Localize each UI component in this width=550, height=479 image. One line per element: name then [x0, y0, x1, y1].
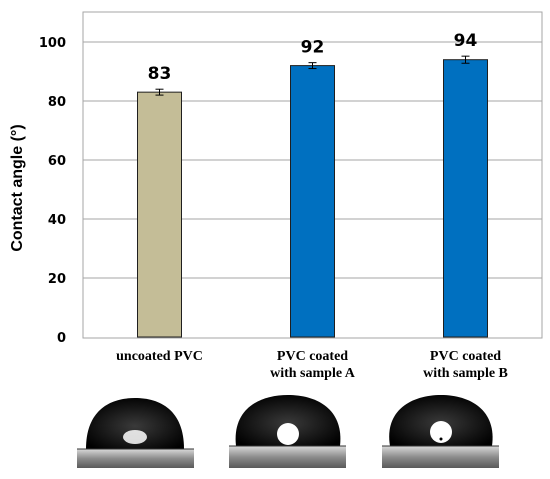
- bars: [137, 59, 488, 338]
- data-label: 83: [148, 64, 172, 84]
- x-category-label: uncoated PVC: [116, 349, 203, 364]
- error-bars: [155, 55, 470, 96]
- plot-area: 83 92 94: [82, 11, 543, 339]
- x-category-label: PVC coated: [430, 349, 501, 364]
- y-axis-label: Contact angle (°): [9, 124, 26, 251]
- data-label: 94: [454, 31, 478, 51]
- droplet-image-sample-a: [229, 393, 346, 468]
- y-tick-label: 80: [48, 95, 66, 110]
- y-tick-label: 100: [39, 36, 66, 51]
- x-category-label: PVC coated: [277, 349, 348, 364]
- y-tick-label: 60: [48, 154, 66, 169]
- y-tick-label: 40: [48, 213, 66, 228]
- data-label: 92: [301, 38, 325, 58]
- x-category-label: with sample B: [423, 366, 508, 381]
- x-axis-categories: uncoated PVC PVC coated with sample A PVC c…: [116, 349, 508, 381]
- y-axis-ticks: 0 20 40 60 80 100: [39, 36, 66, 346]
- droplet-image-uncoated: [77, 393, 194, 468]
- bar: [443, 59, 488, 338]
- droplet-image-sample-b: [382, 393, 499, 468]
- bar: [137, 91, 182, 338]
- y-tick-label: 20: [48, 272, 66, 287]
- value-labels: 83 92 94: [148, 31, 478, 84]
- bar: [290, 65, 335, 338]
- x-category-label: with sample A: [270, 366, 356, 381]
- y-tick-label: 0: [57, 331, 66, 346]
